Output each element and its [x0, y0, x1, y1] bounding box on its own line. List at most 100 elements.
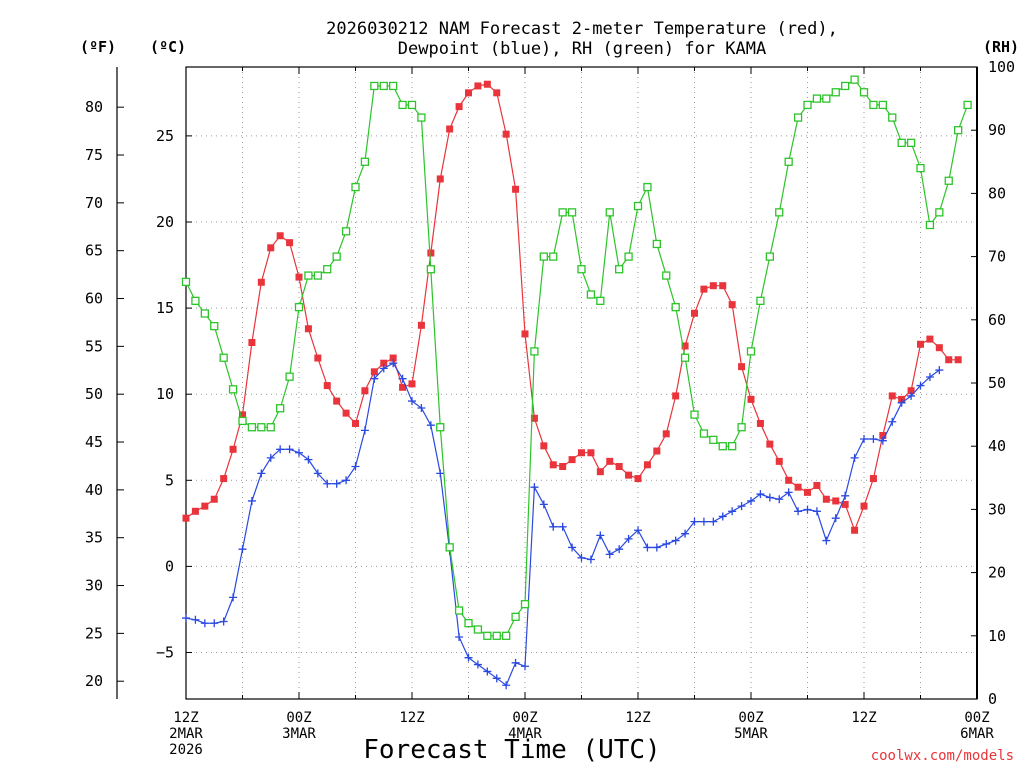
- dewpoint-point: [530, 483, 539, 492]
- time-tick-label: 3MAR: [282, 726, 316, 742]
- rh-point: [304, 271, 313, 280]
- dewpoint-point: [408, 397, 416, 406]
- rh-point: [332, 252, 341, 261]
- dewpoint-point: [492, 674, 501, 683]
- dewpoint-point: [925, 372, 934, 381]
- fahrenheit-tick-label: 65: [85, 242, 103, 260]
- rh-axis: 0 10 20 30 40 50 60 70 80 90 100: [971, 58, 1015, 708]
- rh-tick-label: 70: [988, 248, 1006, 266]
- dewpoint-point: [643, 543, 652, 552]
- rh-point: [360, 157, 370, 166]
- rh-point: [492, 631, 501, 640]
- celsius-axis: −5 0 5 10 15 20 25: [156, 127, 192, 662]
- rh-point: [351, 182, 360, 192]
- temperature-point: [295, 273, 303, 281]
- rh-point: [228, 385, 238, 394]
- temperature-point: [747, 395, 755, 403]
- rh-point: [775, 208, 784, 217]
- dewpoint-point: [869, 434, 878, 443]
- temperature-point: [314, 354, 322, 362]
- temperature-point: [625, 471, 633, 479]
- temperature-point: [681, 342, 689, 350]
- celsius-tick-label: 0: [165, 557, 174, 575]
- temperature-point: [408, 380, 416, 388]
- temperature-point: [672, 392, 680, 400]
- rh-point: [662, 271, 671, 280]
- series-temperature: [182, 80, 962, 534]
- celsius-tick-label: 25: [156, 127, 174, 145]
- rh-point: [181, 277, 191, 287]
- rh-point: [944, 176, 953, 185]
- temperature-point: [493, 89, 501, 97]
- gridlines: [186, 67, 977, 699]
- temperature-point: [220, 475, 228, 483]
- celsius-tick-label: 5: [165, 471, 174, 489]
- rh-point: [728, 442, 737, 451]
- rh-point: [379, 81, 388, 91]
- temperature-point: [248, 339, 256, 347]
- dewpoint-point: [370, 374, 379, 383]
- time-tick-label: 5MAR: [734, 726, 768, 742]
- rh-tick-label: 40: [988, 437, 1006, 455]
- dewpoint-point: [417, 403, 426, 412]
- time-tick-label: 12Z: [399, 710, 424, 726]
- dewpoint-point: [888, 417, 897, 426]
- time-tick-label: 00Z: [738, 710, 763, 726]
- dewpoint-point: [615, 545, 624, 554]
- rh-point: [483, 631, 492, 640]
- temperature-point: [512, 185, 520, 193]
- rh-point: [238, 416, 247, 426]
- rh-point: [916, 163, 925, 173]
- temperature-point: [615, 463, 623, 471]
- dewpoint-point: [191, 615, 200, 624]
- chart-title-line-2: Dewpoint (blue), RH (green) for KAMA: [398, 39, 766, 59]
- rh-point: [407, 100, 417, 110]
- dewpoint-point: [586, 555, 595, 564]
- temperature-point: [210, 495, 218, 503]
- rh-point: [822, 94, 831, 103]
- temperature-point: [738, 363, 746, 371]
- temperature-point: [860, 502, 868, 510]
- rh-tick-label: 60: [988, 311, 1006, 329]
- dewpoint-point: [398, 374, 407, 383]
- dewpoint-point: [747, 496, 755, 505]
- fahrenheit-axis: 20 25 30 35 40 45 50 55 60 65 70 75 80: [85, 98, 124, 690]
- temperature-point: [662, 430, 670, 438]
- temperature-point: [549, 461, 557, 469]
- time-tick-label: 6MAR: [960, 726, 994, 742]
- dewpoint-point: [219, 617, 228, 626]
- temperature-point: [926, 335, 934, 343]
- dewpoint-point: [313, 469, 322, 478]
- rh-point: [426, 265, 435, 274]
- temperature-point: [502, 130, 510, 138]
- rh-point: [313, 271, 322, 280]
- rh-point: [699, 429, 709, 438]
- dewpoint-point: [577, 553, 586, 562]
- dewpoint-point: [360, 426, 369, 435]
- temperature-point: [653, 447, 661, 455]
- dewpoint-point: [473, 660, 482, 669]
- fahrenheit-tick-label: 60: [85, 290, 103, 308]
- dewpoint-point: [775, 495, 784, 504]
- temperature-point: [643, 461, 651, 469]
- dewpoint-point: [671, 536, 680, 545]
- dewpoint-point: [257, 469, 266, 478]
- temperature-point: [587, 449, 595, 457]
- dewpoint-point: [455, 633, 464, 642]
- dewpoint-point: [897, 398, 906, 407]
- rh-point: [341, 227, 351, 236]
- dewpoint-point: [483, 667, 492, 676]
- dewpoint-point: [850, 453, 859, 462]
- dewpoint-point: [568, 543, 577, 552]
- time-tick-label: 2026: [169, 742, 203, 758]
- rh-point: [473, 625, 483, 634]
- dewpoint-point: [803, 505, 812, 514]
- dewpoint-point: [662, 540, 671, 549]
- temperature-point: [191, 507, 199, 515]
- temperature-point: [361, 387, 369, 395]
- rh-point: [718, 442, 727, 451]
- temperature-point: [427, 249, 435, 257]
- fahrenheit-tick-label: 35: [85, 529, 103, 547]
- temperature-point: [606, 457, 614, 465]
